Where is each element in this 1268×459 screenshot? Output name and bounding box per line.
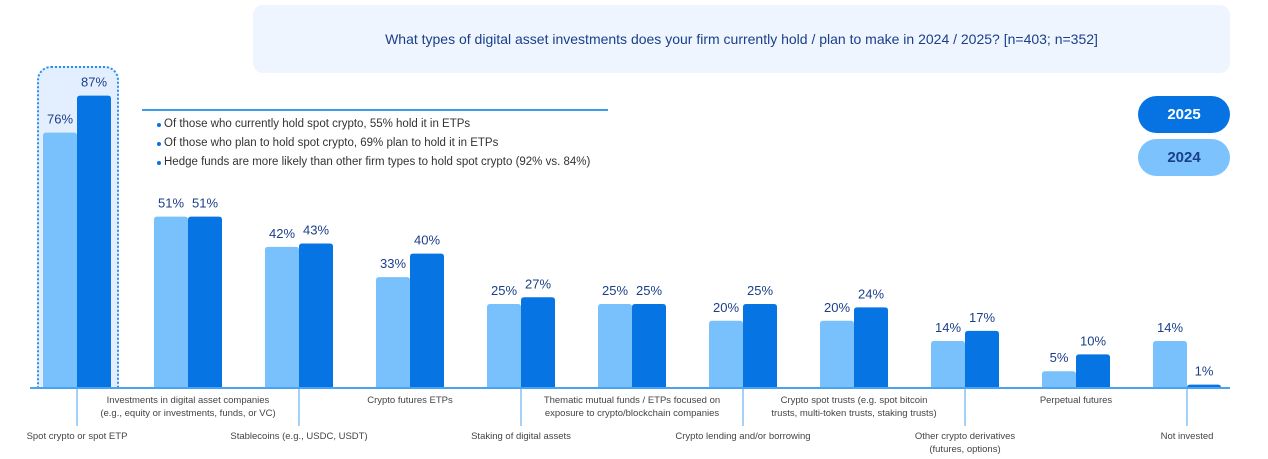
bar-2025 bbox=[77, 95, 111, 389]
data-label-2024: 5% bbox=[1050, 350, 1069, 365]
bar-2024 bbox=[931, 340, 965, 388]
bar-2024 bbox=[820, 320, 854, 388]
data-label-2025: 87% bbox=[81, 75, 107, 90]
bar-2024 bbox=[709, 320, 743, 388]
category-label: (e.g., equity or investments, funds, or … bbox=[100, 408, 275, 419]
category-label: Investments in digital asset companies bbox=[107, 395, 270, 406]
category-label: Staking of digital assets bbox=[471, 431, 571, 442]
legend-2025: 2025 bbox=[1138, 96, 1230, 133]
bar-2025 bbox=[188, 216, 222, 388]
category-label: (futures, options) bbox=[929, 444, 1000, 455]
category-label: Crypto lending and/or borrowing bbox=[675, 431, 810, 442]
bar-2025 bbox=[854, 307, 888, 388]
annotation-bullet: Of those who currently hold spot crypto,… bbox=[142, 115, 608, 134]
data-label-2025: 25% bbox=[747, 283, 773, 298]
bar-2024 bbox=[1153, 340, 1187, 388]
annotation-box: Of those who currently hold spot crypto,… bbox=[142, 109, 608, 172]
category-label: exposure to crypto/blockchain companies bbox=[545, 408, 720, 419]
data-label-2024: 42% bbox=[269, 226, 295, 241]
data-label-2025: 43% bbox=[303, 223, 329, 238]
data-label-2025: 25% bbox=[636, 283, 662, 298]
category-label: Crypto spot trusts (e.g. spot bitcoin bbox=[781, 395, 928, 406]
data-label-2024: 51% bbox=[158, 196, 184, 211]
bar-2025 bbox=[299, 243, 333, 388]
bar-2024 bbox=[1042, 371, 1076, 388]
bar-2025 bbox=[521, 297, 555, 388]
category-label: Thematic mutual funds / ETPs focused on bbox=[544, 395, 720, 406]
bar-2024 bbox=[43, 132, 77, 388]
bar-2024 bbox=[598, 304, 632, 388]
data-label-2024: 25% bbox=[602, 283, 628, 298]
category-label: Spot crypto or spot ETP bbox=[27, 431, 128, 442]
category-label: Perpetual futures bbox=[1040, 395, 1113, 406]
bar-2024 bbox=[265, 246, 299, 388]
data-label-2025: 27% bbox=[525, 276, 551, 291]
data-label-2024: 20% bbox=[713, 300, 739, 315]
category-label: Stablecoins (e.g., USDC, USDT) bbox=[230, 431, 367, 442]
data-label-2025: 40% bbox=[414, 233, 440, 248]
bar-2025 bbox=[965, 330, 999, 388]
data-label-2024: 25% bbox=[491, 283, 517, 298]
chart-title: What types of digital asset investments … bbox=[385, 31, 1098, 47]
data-label-2025: 10% bbox=[1080, 333, 1106, 348]
bar-2025 bbox=[743, 304, 777, 388]
data-label-2024: 76% bbox=[47, 112, 73, 127]
data-label-2024: 14% bbox=[935, 320, 961, 335]
data-label-2024: 14% bbox=[1157, 320, 1183, 335]
data-label-2024: 33% bbox=[380, 256, 406, 271]
bar-2025 bbox=[410, 253, 444, 388]
data-label-2025: 1% bbox=[1195, 364, 1214, 379]
bar-2025 bbox=[1076, 354, 1110, 388]
category-label: trusts, multi-token trusts, staking trus… bbox=[771, 408, 936, 419]
data-label-2024: 20% bbox=[824, 300, 850, 315]
data-label-2025: 24% bbox=[858, 286, 884, 301]
bar-2025 bbox=[632, 304, 666, 388]
data-label-2025: 17% bbox=[969, 310, 995, 325]
annotation-bullet: Hedge funds are more likely than other f… bbox=[142, 153, 608, 172]
category-label: Crypto futures ETPs bbox=[367, 395, 453, 406]
bar-2024 bbox=[154, 216, 188, 388]
chart-title-box: What types of digital asset investments … bbox=[253, 5, 1230, 73]
category-label: Other crypto derivatives bbox=[915, 431, 1016, 442]
data-label-2025: 51% bbox=[192, 196, 218, 211]
bar-2024 bbox=[487, 304, 521, 388]
category-label: Not invested bbox=[1161, 431, 1214, 442]
bar-2024 bbox=[376, 277, 410, 388]
legend-2024: 2024 bbox=[1138, 139, 1230, 176]
annotation-bullet: Of those who plan to hold spot crypto, 6… bbox=[142, 134, 608, 153]
